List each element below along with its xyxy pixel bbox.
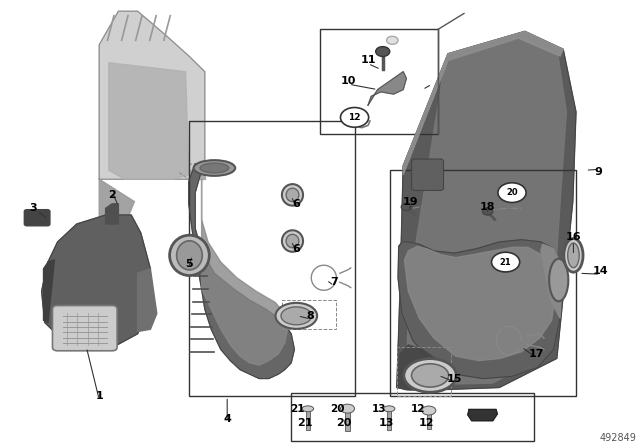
Polygon shape <box>99 11 205 179</box>
Ellipse shape <box>170 235 209 276</box>
Polygon shape <box>189 164 294 379</box>
Polygon shape <box>189 170 205 179</box>
Text: 492849: 492849 <box>600 433 637 443</box>
Ellipse shape <box>286 188 299 202</box>
Ellipse shape <box>549 258 568 301</box>
FancyBboxPatch shape <box>412 159 444 190</box>
Bar <box>387 409 391 430</box>
Text: 14: 14 <box>593 266 608 276</box>
Text: 21: 21 <box>291 404 305 414</box>
Text: 19: 19 <box>403 198 418 207</box>
FancyBboxPatch shape <box>24 210 50 226</box>
Polygon shape <box>404 246 556 361</box>
Circle shape <box>340 108 369 127</box>
Text: 9: 9 <box>595 168 602 177</box>
Ellipse shape <box>376 47 390 56</box>
Ellipse shape <box>281 307 312 325</box>
Text: 20: 20 <box>506 188 518 197</box>
Text: 2: 2 <box>108 190 116 200</box>
Polygon shape <box>403 31 563 175</box>
Circle shape <box>401 203 412 211</box>
Ellipse shape <box>282 230 303 252</box>
Ellipse shape <box>412 364 449 387</box>
Text: 5: 5 <box>185 259 193 269</box>
Text: 20: 20 <box>336 418 351 428</box>
Bar <box>282 300 336 329</box>
Text: 4: 4 <box>223 414 231 424</box>
FancyBboxPatch shape <box>52 306 117 351</box>
Circle shape <box>498 183 526 202</box>
Bar <box>397 347 451 396</box>
Bar <box>320 29 438 134</box>
Ellipse shape <box>200 163 229 173</box>
Polygon shape <box>138 269 157 332</box>
Circle shape <box>492 252 520 272</box>
Text: 12: 12 <box>348 113 361 122</box>
Polygon shape <box>468 409 497 421</box>
Bar <box>346 408 350 431</box>
Ellipse shape <box>275 303 317 329</box>
Text: 15: 15 <box>447 374 462 383</box>
Ellipse shape <box>282 184 303 206</box>
Bar <box>306 409 310 430</box>
Text: 13: 13 <box>372 404 386 414</box>
Bar <box>427 410 431 429</box>
Polygon shape <box>99 179 134 233</box>
Ellipse shape <box>568 243 579 267</box>
Ellipse shape <box>564 238 583 272</box>
Text: 7: 7 <box>330 277 338 287</box>
Polygon shape <box>109 63 189 179</box>
Ellipse shape <box>302 406 314 412</box>
Bar <box>189 121 355 396</box>
Text: 6: 6 <box>292 244 300 254</box>
Bar <box>291 393 534 441</box>
Polygon shape <box>368 72 406 105</box>
Text: 20: 20 <box>330 404 344 414</box>
Ellipse shape <box>340 404 355 413</box>
Text: 12: 12 <box>419 418 435 428</box>
Text: 21: 21 <box>500 258 511 267</box>
Ellipse shape <box>193 160 236 176</box>
Text: 8: 8 <box>307 311 314 321</box>
Polygon shape <box>202 179 288 365</box>
Text: 13: 13 <box>378 418 394 428</box>
Polygon shape <box>106 204 118 224</box>
Text: 21: 21 <box>297 418 312 428</box>
Circle shape <box>483 208 493 215</box>
Polygon shape <box>44 260 54 323</box>
Polygon shape <box>42 215 150 349</box>
Ellipse shape <box>177 241 202 270</box>
Polygon shape <box>406 38 566 384</box>
Polygon shape <box>541 244 562 318</box>
Text: 18: 18 <box>480 202 495 212</box>
Text: 10: 10 <box>341 76 356 86</box>
Ellipse shape <box>422 406 436 415</box>
Text: 16: 16 <box>566 233 581 242</box>
Ellipse shape <box>383 406 395 412</box>
Polygon shape <box>397 345 448 390</box>
Text: 3: 3 <box>29 203 37 213</box>
Polygon shape <box>397 31 576 390</box>
Text: 6: 6 <box>292 199 300 209</box>
Polygon shape <box>398 240 562 379</box>
Text: 17: 17 <box>529 349 544 359</box>
Text: 11: 11 <box>360 56 376 65</box>
Ellipse shape <box>286 234 299 248</box>
Text: 1: 1 <box>95 392 103 401</box>
Ellipse shape <box>404 358 456 392</box>
Ellipse shape <box>387 36 398 44</box>
Text: 12: 12 <box>412 404 426 414</box>
Bar <box>390 170 576 396</box>
